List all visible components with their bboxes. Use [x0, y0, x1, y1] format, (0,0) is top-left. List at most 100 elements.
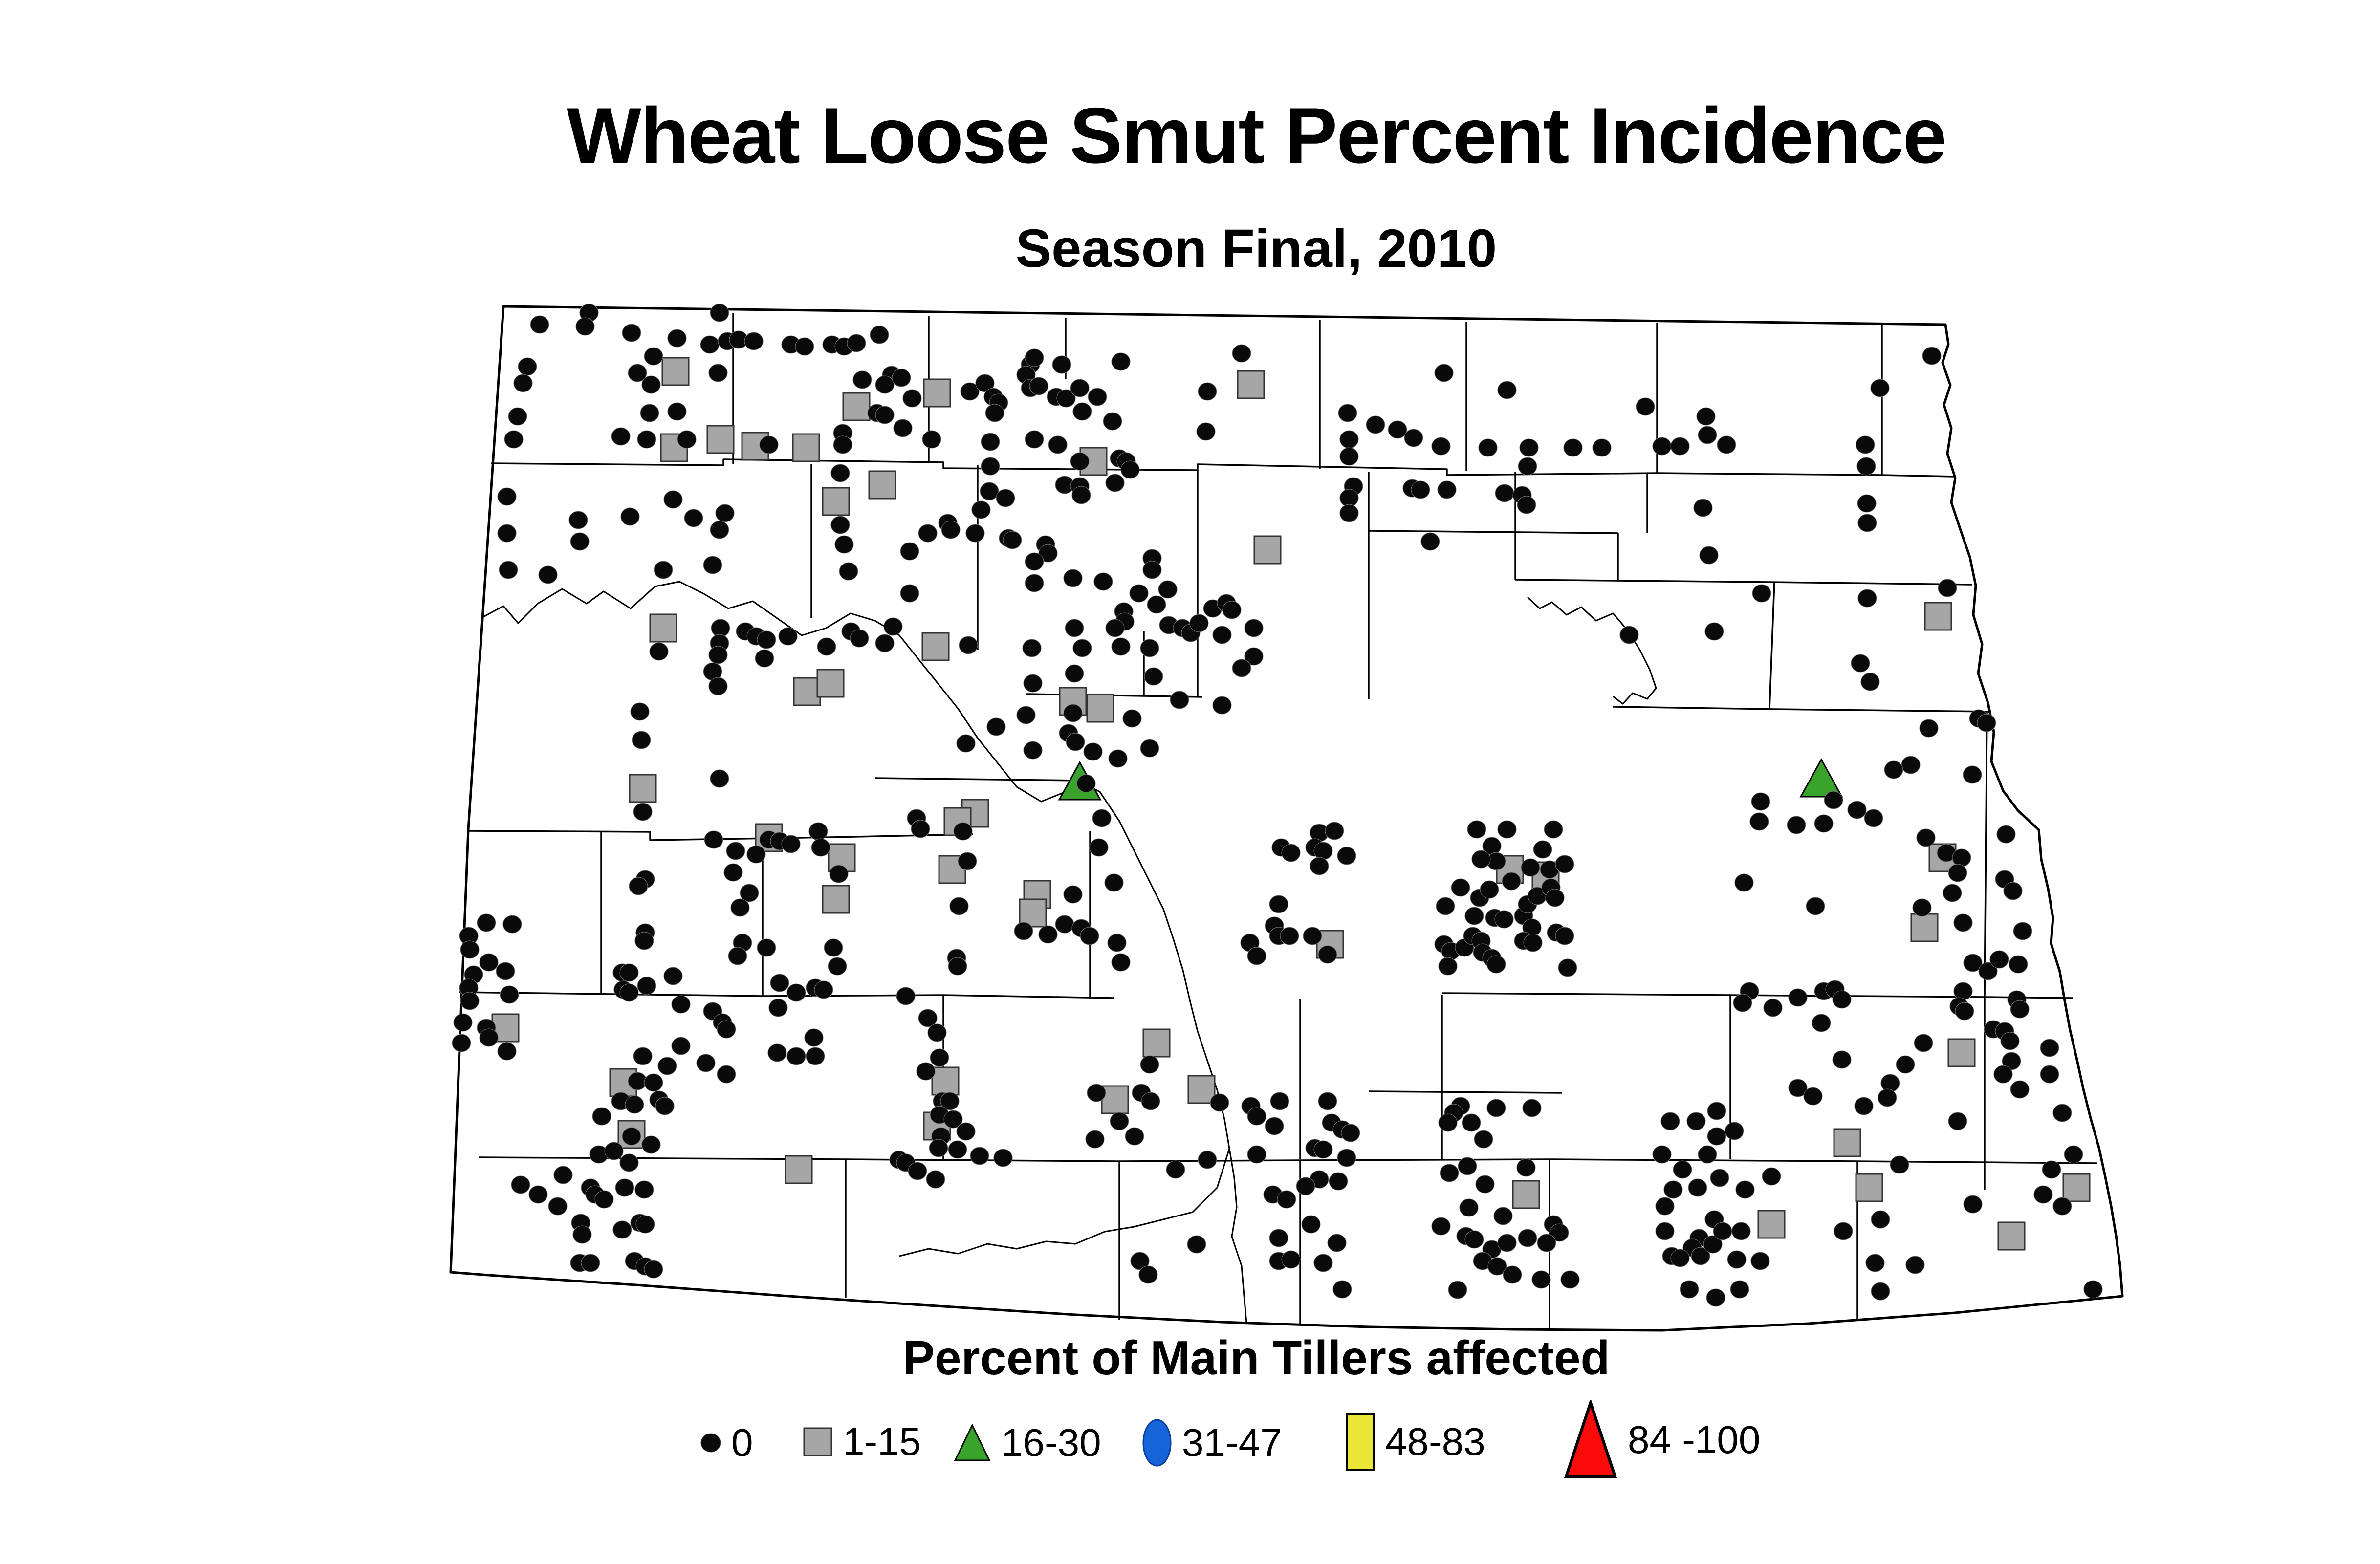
dot-marker — [786, 1047, 806, 1065]
dot-marker — [2009, 955, 2028, 974]
dot-marker — [1170, 691, 1189, 709]
dot-marker — [902, 389, 922, 408]
dot-marker — [1103, 412, 1122, 431]
dot-marker — [1545, 889, 1565, 907]
dot-marker — [1247, 1107, 1266, 1126]
dot-marker — [460, 940, 480, 959]
dot-marker — [1210, 1093, 1229, 1112]
dot-marker — [2003, 882, 2023, 900]
dot-marker — [1517, 496, 1536, 514]
dot-marker — [960, 382, 980, 401]
dot-marker — [949, 897, 969, 915]
dot-marker — [941, 521, 961, 539]
dot-marker — [1901, 756, 1921, 774]
dot-marker — [1105, 619, 1125, 637]
dot-marker — [1731, 1222, 1751, 1240]
dot-marker — [497, 524, 517, 543]
dot-marker — [633, 803, 653, 821]
dot-marker — [1232, 659, 1251, 677]
dot-marker — [1025, 552, 1044, 571]
dot-marker — [1125, 1127, 1144, 1146]
dot-marker — [1464, 907, 1484, 925]
dot-marker — [1698, 1145, 1717, 1164]
dot-marker — [499, 561, 518, 579]
dot-marker — [892, 369, 911, 387]
square-marker — [868, 470, 896, 500]
dot-marker — [804, 1028, 824, 1047]
dot-marker — [553, 1166, 573, 1184]
dot-marker — [1725, 1122, 1744, 1140]
dot-marker — [767, 1043, 787, 1062]
dot-marker — [1471, 850, 1491, 869]
dot-marker — [1070, 452, 1090, 471]
dot-marker — [1063, 569, 1083, 587]
dot-marker — [1896, 1055, 1915, 1074]
dot-marker — [1270, 1092, 1289, 1110]
dot-marker — [2064, 1145, 2083, 1164]
dot-marker — [620, 507, 640, 526]
dot-marker — [1088, 388, 1107, 406]
dot-marker — [953, 822, 973, 841]
dot-marker — [1871, 1210, 1890, 1229]
square-marker — [842, 392, 871, 421]
green-triangle-icon — [954, 1423, 991, 1461]
dot-marker — [965, 524, 985, 543]
dot-marker — [654, 561, 673, 579]
dot-marker — [828, 957, 847, 976]
dot-marker — [1531, 1270, 1551, 1289]
dot-marker — [477, 913, 496, 932]
square-marker — [1512, 1180, 1540, 1209]
square-marker — [1924, 602, 1952, 631]
dot-marker — [1464, 1230, 1484, 1249]
square-marker — [1086, 694, 1114, 723]
dot-marker — [1438, 1113, 1458, 1132]
dot-marker — [1388, 420, 1407, 439]
dot-marker — [1518, 457, 1537, 476]
dot-marker — [755, 649, 774, 668]
dot-marker — [778, 627, 798, 646]
dot-marker — [1857, 494, 1877, 513]
dot-marker — [1824, 791, 1843, 809]
dot-marker — [634, 1180, 654, 1199]
dot-marker — [1038, 544, 1058, 563]
dot-marker — [1072, 639, 1092, 657]
square-marker — [1947, 1038, 1976, 1067]
dot-marker — [1327, 1234, 1347, 1252]
square-marker — [661, 357, 690, 386]
dot-marker — [922, 430, 941, 449]
dot-marker — [1023, 741, 1043, 760]
dot-marker — [696, 1054, 716, 1072]
dot-marker — [2052, 1104, 2072, 1122]
dot-marker — [710, 769, 729, 788]
dot-marker — [870, 326, 889, 344]
dot-marker — [1963, 954, 1983, 972]
square-marker — [1142, 1028, 1171, 1058]
dot-marker — [1065, 664, 1084, 683]
dot-marker — [717, 1020, 736, 1039]
dot-marker — [1247, 1145, 1266, 1164]
yellow-rect-icon — [1346, 1413, 1375, 1471]
dot-marker — [1989, 950, 2009, 969]
dot-marker — [1864, 809, 1883, 827]
dot-marker — [1313, 842, 1333, 860]
dot-marker — [2040, 1039, 2059, 1057]
dot-marker — [1313, 1140, 1333, 1159]
dot-marker — [1436, 897, 1455, 915]
chart-subtitle: Season Final, 2010 — [1015, 218, 1497, 279]
dot-marker — [1699, 546, 1719, 565]
dot-marker — [1963, 1195, 1983, 1214]
dot-marker — [1703, 1235, 1723, 1254]
dot-marker — [684, 509, 703, 527]
dot-marker — [948, 957, 967, 976]
dot-marker — [847, 334, 866, 352]
dot-marker — [1884, 760, 1903, 779]
dot-marker — [1693, 499, 1713, 517]
dot-marker — [479, 1028, 499, 1047]
dot-marker — [1871, 1282, 1890, 1301]
dot-marker — [916, 1062, 936, 1081]
dot-marker — [1366, 415, 1385, 434]
dot-marker — [1269, 1229, 1288, 1247]
dot-marker — [592, 1107, 611, 1126]
dot-marker — [833, 435, 852, 454]
